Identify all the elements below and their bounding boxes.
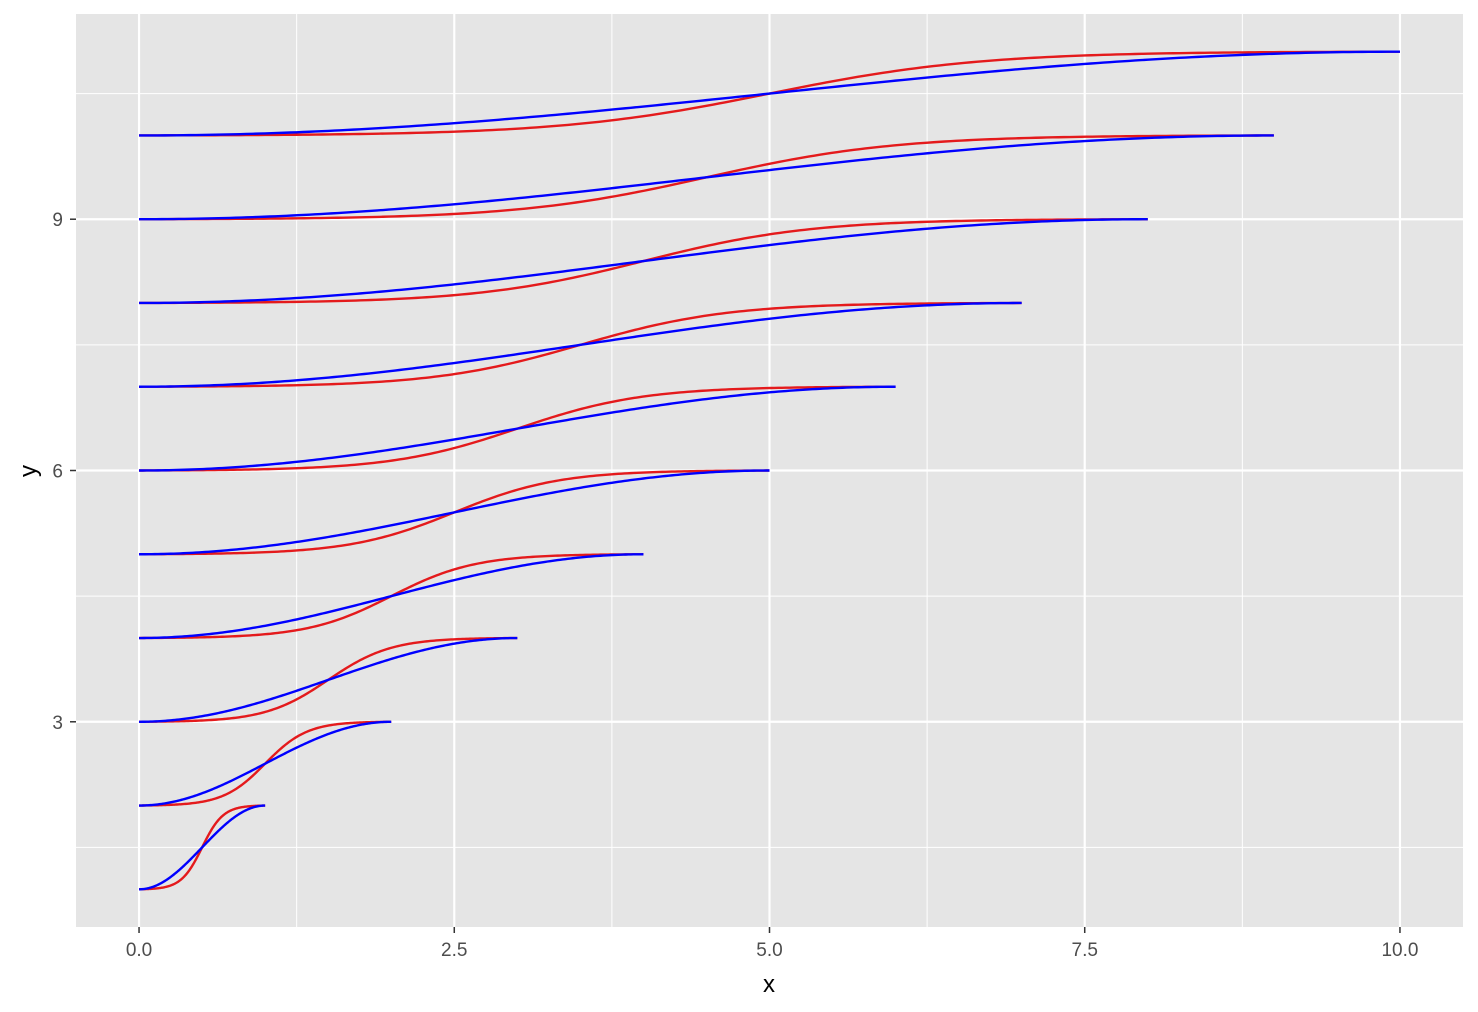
x-tick-label: 7.5 — [1072, 940, 1098, 961]
x-tick-label: 0.0 — [126, 940, 152, 961]
series-group — [138, 50, 1400, 891]
blue-curve-8 — [139, 218, 1148, 305]
x-tick-label: 5.0 — [756, 940, 782, 961]
blue-curve-7 — [139, 301, 1022, 388]
x-tick-label: 10.0 — [1381, 940, 1418, 961]
y-tick-label: 9 — [52, 210, 63, 231]
x-axis: 0.0 2.5 5.0 7.5 10.0 — [126, 927, 1418, 961]
y-axis-title: y — [15, 465, 42, 477]
blue-curve-2 — [139, 720, 392, 807]
blue-curve-10 — [139, 50, 1400, 137]
blue-curve-9 — [139, 134, 1274, 221]
x-axis-title: x — [763, 971, 775, 998]
y-axis: 3 6 9 — [52, 210, 76, 734]
blue-curve-6 — [139, 385, 896, 472]
blue-curve-4 — [139, 553, 644, 640]
y-tick-label: 3 — [52, 713, 63, 734]
blue-curve-5 — [139, 469, 770, 556]
y-tick-label: 6 — [52, 462, 63, 483]
blue-curve-1 — [138, 804, 266, 891]
blue-curve-3 — [139, 636, 518, 723]
x-tick-label: 2.5 — [441, 940, 467, 961]
